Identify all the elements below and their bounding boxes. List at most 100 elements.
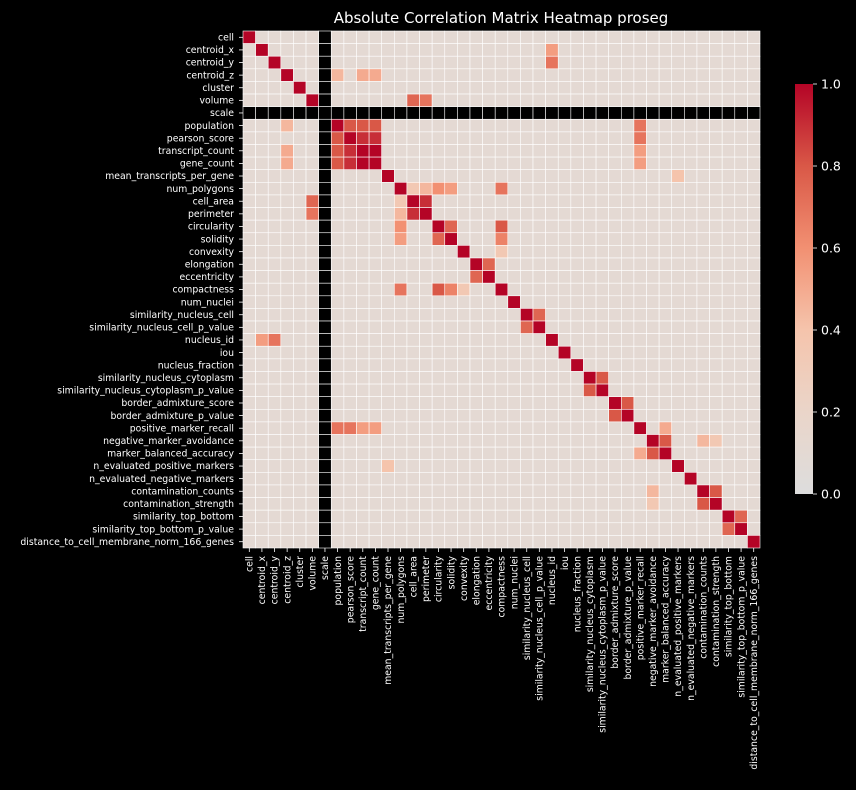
heatmap-cell [482,408,496,423]
heatmap-cell [255,30,269,44]
heatmap-cell [343,459,357,473]
heatmap-cell [469,535,483,549]
heatmap-cell [318,93,332,107]
heatmap-cell [318,396,332,410]
heatmap-cell [608,182,622,196]
heatmap-cell [394,446,408,461]
heatmap-cell [721,421,736,435]
heatmap-cell [684,308,698,322]
heatmap-cell [406,93,420,107]
heatmap-cell [494,245,509,259]
heatmap-cell [305,295,319,309]
heatmap-cell [658,245,673,259]
x-tick-label: contamination_strength [711,556,722,667]
heatmap-cell [267,522,282,536]
heatmap-cell [242,257,256,271]
heatmap-cell [343,232,357,246]
heatmap-cell [457,182,471,196]
heatmap-cell [658,484,673,498]
heatmap-cell [469,421,483,435]
heatmap-cell [356,232,370,246]
heatmap-cell [406,169,420,183]
heatmap-cell [394,81,408,95]
heatmap-cell [444,345,458,360]
heatmap-cell [431,144,446,158]
heatmap-cell [684,156,698,171]
heatmap-cell [494,522,509,536]
heatmap-cell [507,396,521,410]
heatmap-cell [646,497,660,511]
heatmap-cell [696,509,710,524]
heatmap-cell [368,257,383,271]
heatmap-cell [608,497,622,511]
heatmap-cell [242,232,256,246]
heatmap-cell [633,408,647,423]
heatmap-cell [696,30,710,44]
heatmap-cell [671,270,685,284]
heatmap-cell [721,55,736,70]
heatmap-cell [242,371,256,385]
heatmap-cell [721,207,736,221]
heatmap-cell [747,169,761,183]
heatmap-cell [381,446,395,461]
heatmap-cell [671,522,685,536]
heatmap-cell [330,169,345,183]
heatmap-cell [545,383,559,397]
heatmap-cell [419,118,433,133]
heatmap-cell [305,144,319,158]
heatmap-cell [734,345,748,360]
heatmap-cell [431,169,446,183]
heatmap-cell [494,106,509,120]
heatmap-cell [431,308,446,322]
heatmap-cell [532,472,546,486]
heatmap-cell [633,270,647,284]
heatmap-cell [671,43,685,57]
heatmap-cell [709,484,723,498]
heatmap-cell [520,434,534,448]
heatmap-cell [684,245,698,259]
heatmap-cell [734,232,748,246]
heatmap-cell [330,282,345,297]
x-tick-label: perimeter [421,556,432,602]
heatmap-cell [696,408,710,423]
heatmap-cell [356,295,370,309]
heatmap-cell [747,459,761,473]
heatmap-cell [267,509,282,524]
heatmap-cell [419,131,433,145]
heatmap-cell [721,308,736,322]
heatmap-cell [608,55,622,70]
heatmap-cell [747,282,761,297]
heatmap-cell [545,118,559,133]
heatmap-cell [280,194,294,208]
heatmap-cell [444,106,458,120]
heatmap-cell [368,68,383,82]
heatmap-cell [356,396,370,410]
heatmap-cell [620,55,635,70]
heatmap-cell [356,55,370,70]
heatmap-cell [330,55,345,70]
heatmap-cell [709,472,723,486]
heatmap-cell [482,245,496,259]
y-tick-label: cell_area [193,196,234,207]
heatmap-cell [431,333,446,347]
heatmap-cell [330,207,345,221]
heatmap-cell [747,320,761,334]
heatmap-cell [721,270,736,284]
heatmap-cell [532,156,546,171]
heatmap-cell [343,371,357,385]
heatmap-cell [747,207,761,221]
heatmap-cell [709,106,723,120]
heatmap-cell [545,497,559,511]
heatmap-cell [368,535,383,549]
heatmap-cell [482,434,496,448]
heatmap-cell [709,295,723,309]
heatmap-cell [419,43,433,57]
heatmap-cell [570,270,584,284]
heatmap-cell [318,55,332,70]
heatmap-cell [545,472,559,486]
heatmap-cell [734,509,748,524]
heatmap-cell [457,219,471,234]
heatmap-cell [494,81,509,95]
heatmap-cell [305,156,319,171]
heatmap-cell [406,118,420,133]
